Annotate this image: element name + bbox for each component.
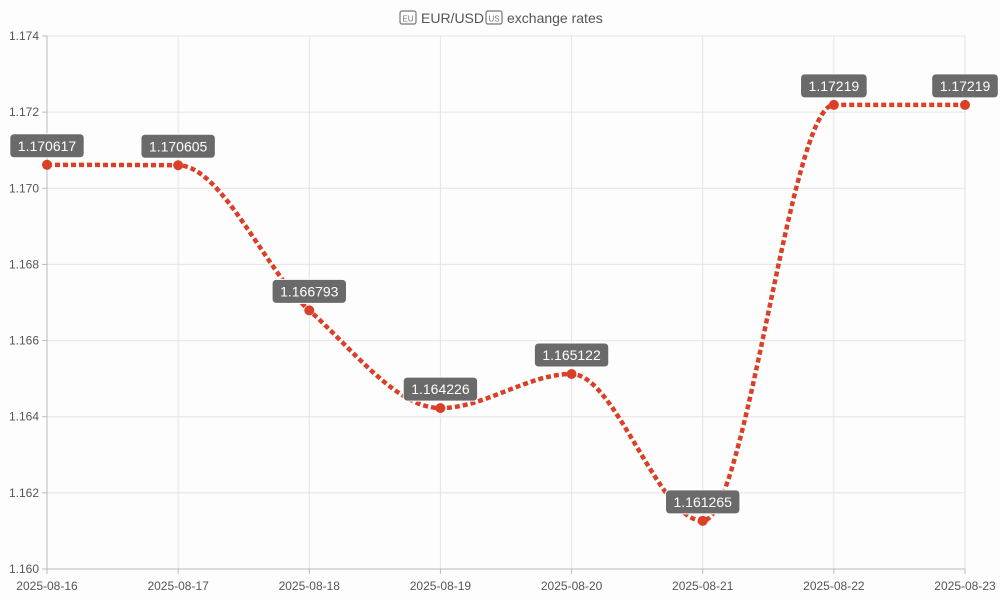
x-tick-label: 2025-08-19 xyxy=(410,579,472,593)
data-label: 1.164226 xyxy=(402,376,479,402)
data-label-box xyxy=(533,342,610,368)
y-tick-label: 1.168 xyxy=(9,257,39,271)
x-tick-label: 2025-08-16 xyxy=(16,579,78,593)
data-point xyxy=(42,159,52,170)
data-point xyxy=(304,305,315,316)
data-labels: 1.170617 1.170605 1.166793 1.164226 1.165122… xyxy=(9,73,999,515)
data-label-text: 1.17219 xyxy=(940,78,991,94)
y-axis-tick-labels: 1.160 1.162 1.164 1.166 1.168 1.170 1.172 1.174 xyxy=(9,29,39,576)
x-tick-label: 2025-08-23 xyxy=(934,579,996,593)
data-label-box xyxy=(402,376,479,402)
data-point xyxy=(828,99,839,110)
data-label-box xyxy=(140,133,216,159)
y-tick-label: 1.164 xyxy=(9,410,39,424)
data-label-box xyxy=(800,73,868,99)
data-label: 1.166793 xyxy=(271,278,347,304)
y-tick-label: 1.172 xyxy=(9,105,39,119)
data-label: 1.170605 xyxy=(140,133,216,159)
data-label-text: 1.166793 xyxy=(280,283,339,299)
x-tick-label: 2025-08-20 xyxy=(541,579,603,593)
data-point xyxy=(566,368,577,379)
data-label-text: 1.170617 xyxy=(18,138,77,154)
data-label-text: 1.164226 xyxy=(411,381,470,397)
chart-title-suffix: exchange rates xyxy=(507,10,603,26)
data-point xyxy=(173,160,184,171)
chart-title: EU EUR/USD US exchange rates xyxy=(399,10,603,26)
chart-axes xyxy=(42,35,966,574)
data-point xyxy=(435,403,446,414)
eu-flag-icon: EU xyxy=(399,10,417,25)
data-label-text: 1.161265 xyxy=(674,494,733,510)
y-tick-label: 1.160 xyxy=(9,562,39,576)
eu-flag-label: EU xyxy=(402,15,413,24)
y-tick-label: 1.162 xyxy=(9,486,39,500)
data-label: 1.17219 xyxy=(800,73,868,99)
data-label-text: 1.170605 xyxy=(149,138,208,154)
data-label: 1.17219 xyxy=(931,73,999,99)
data-point xyxy=(960,99,970,110)
data-label-box xyxy=(931,73,999,99)
series-line xyxy=(46,102,965,524)
data-label: 1.161265 xyxy=(665,489,741,515)
series-line-group xyxy=(46,102,965,524)
chart-grid xyxy=(46,35,966,570)
data-point xyxy=(697,515,708,526)
x-tick-label: 2025-08-18 xyxy=(279,579,341,593)
x-tick-label: 2025-08-21 xyxy=(672,579,734,593)
chart-title-pair: EUR/USD xyxy=(421,10,484,26)
x-axis-tick-labels: 2025-08-16 2025-08-17 2025-08-18 2025-08-19… xyxy=(16,579,996,593)
data-label: 1.165122 xyxy=(533,342,610,368)
x-tick-label: 2025-08-22 xyxy=(803,579,865,593)
data-points xyxy=(42,99,970,526)
x-tick-label: 2025-08-17 xyxy=(147,579,209,593)
us-flag-icon: US xyxy=(485,10,503,25)
us-flag-label: US xyxy=(488,15,499,24)
data-label-box xyxy=(665,489,741,515)
data-label: 1.170617 xyxy=(9,133,85,159)
y-tick-label: 1.166 xyxy=(9,334,39,348)
data-label-text: 1.165122 xyxy=(542,347,601,363)
data-label-box xyxy=(271,278,347,304)
y-tick-label: 1.170 xyxy=(9,181,39,195)
data-label-box xyxy=(9,133,85,159)
y-tick-label: 1.174 xyxy=(9,29,39,43)
data-label-text: 1.17219 xyxy=(809,78,860,94)
